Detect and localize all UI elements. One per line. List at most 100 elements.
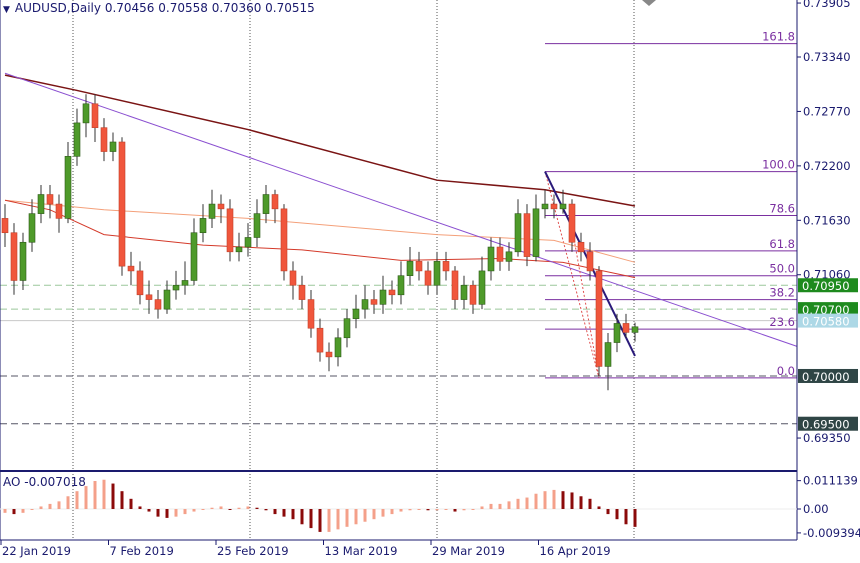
bullish-candle: [109, 141, 117, 152]
bearish-candle: [424, 270, 432, 286]
bullish-candle: [235, 246, 243, 253]
ao-histogram-bar: [543, 491, 547, 509]
price-level-box: [798, 302, 858, 317]
fibonacci-level-label: 161.8: [762, 30, 795, 44]
price-level-box: [798, 416, 858, 431]
bearish-candle: [370, 299, 378, 305]
ao-histogram-bar: [21, 509, 25, 513]
ao-histogram-bar: [579, 496, 583, 509]
price-axis-label: 0.71630: [803, 213, 851, 227]
price-level-box: [798, 313, 858, 328]
date-axis-label: 25 Feb 2019: [217, 544, 289, 558]
current-bar-marker-icon: [642, 0, 656, 6]
bullish-candle: [190, 232, 198, 281]
ao-histogram-bar: [624, 509, 628, 525]
ao-histogram-bar: [12, 509, 16, 515]
ao-histogram-bar: [300, 509, 304, 525]
bearish-candle: [280, 208, 288, 272]
high-value: 0.70558: [158, 1, 208, 15]
bullish-candle: [64, 156, 72, 219]
ao-histogram-bar: [399, 509, 403, 512]
ao-axis-label: 0.00: [803, 502, 829, 516]
bullish-candle: [505, 251, 513, 262]
ao-indicator-label: AO -0.007018: [3, 475, 86, 489]
ao-histogram-bar: [615, 509, 619, 520]
bullish-candle: [631, 326, 639, 333]
chart-header: ▼ AUDUSD,Daily 0.70456 0.70558 0.70360 0.…: [3, 1, 315, 15]
ao-histogram-bar: [165, 509, 169, 518]
date-axis-label: 22 Jan 2019: [2, 544, 71, 558]
bearish-candle: [415, 261, 423, 272]
bullish-candle: [73, 122, 81, 157]
fibonacci-level-label: 38.2: [769, 286, 795, 300]
bearish-candle: [136, 270, 144, 296]
ao-histogram-bar: [138, 506, 142, 509]
ao-histogram-bar: [291, 509, 295, 520]
bullish-candle: [28, 213, 36, 243]
date-axis-label: 7 Feb 2019: [110, 544, 174, 558]
ao-histogram-bar: [48, 503, 52, 509]
ao-histogram-bar: [453, 509, 457, 512]
ao-histogram-bar: [633, 509, 637, 527]
ao-histogram-bar: [597, 506, 601, 509]
price-axis-label: 0.71060: [803, 268, 851, 282]
bullish-candle: [514, 213, 522, 253]
bullish-candle: [487, 246, 495, 272]
ao-histogram-bar: [345, 509, 349, 527]
ao-histogram-bar: [228, 509, 232, 510]
fibonacci-level-label: 61.8: [769, 237, 795, 251]
price-axis-label: 0.69350: [803, 431, 851, 445]
ao-histogram-bar: [327, 509, 331, 532]
bearish-candle: [595, 270, 603, 367]
bullish-candle: [82, 103, 90, 124]
collapse-triangle-icon[interactable]: ▼: [3, 5, 10, 15]
ao-histogram-bar: [111, 483, 115, 509]
bearish-candle: [46, 194, 54, 205]
bearish-candle: [100, 127, 108, 152]
ao-histogram-bar: [120, 491, 124, 509]
ao-histogram-bar: [192, 509, 196, 512]
moving-average-line: [4, 199, 636, 263]
open-value: 0.70456: [104, 1, 155, 15]
ao-histogram-bar: [516, 498, 520, 509]
bullish-candle: [361, 299, 369, 310]
trendline: [571, 227, 600, 378]
ao-histogram-bar: [246, 506, 250, 509]
bearish-candle: [127, 265, 135, 272]
bullish-candle: [253, 213, 261, 238]
bearish-candle: [307, 299, 315, 329]
trendline: [4, 72, 798, 347]
bearish-candle: [568, 203, 576, 243]
ao-histogram-bar: [480, 506, 484, 509]
bearish-candle: [622, 323, 630, 333]
ao-histogram-bar: [282, 509, 286, 517]
fibonacci-level-label: 23.6: [769, 315, 795, 329]
bearish-candle: [118, 141, 126, 267]
close-value: 0.70515: [265, 1, 315, 15]
bearish-candle: [55, 203, 63, 219]
ao-histogram-bar: [471, 509, 475, 510]
bearish-candle: [226, 208, 234, 253]
ao-histogram-bar: [525, 497, 529, 509]
ao-histogram-bar: [129, 498, 133, 509]
fibonacci-level-label: 100.0: [762, 158, 795, 172]
bearish-candle: [145, 294, 153, 300]
bullish-candle: [559, 203, 567, 210]
bearish-candle: [271, 194, 279, 210]
ao-histogram-bar: [147, 509, 151, 512]
ao-axis-label: 0.011139: [803, 474, 858, 488]
price-axis-label: 0.72770: [803, 104, 851, 118]
bullish-candle: [343, 318, 351, 339]
date-axis-label: 13 Mar 2019: [325, 544, 398, 558]
ao-histogram-bar: [372, 509, 376, 520]
bullish-candle: [199, 218, 207, 234]
bullish-candle: [613, 323, 621, 343]
price-level-value: 0.70000: [802, 370, 850, 384]
bullish-candle: [532, 208, 540, 257]
ao-histogram-bar: [255, 507, 259, 509]
ao-histogram-bar: [435, 509, 439, 511]
ao-histogram-bar: [534, 493, 538, 509]
price-axis-label: 0.73340: [803, 50, 851, 64]
ao-histogram-bar: [93, 481, 97, 509]
